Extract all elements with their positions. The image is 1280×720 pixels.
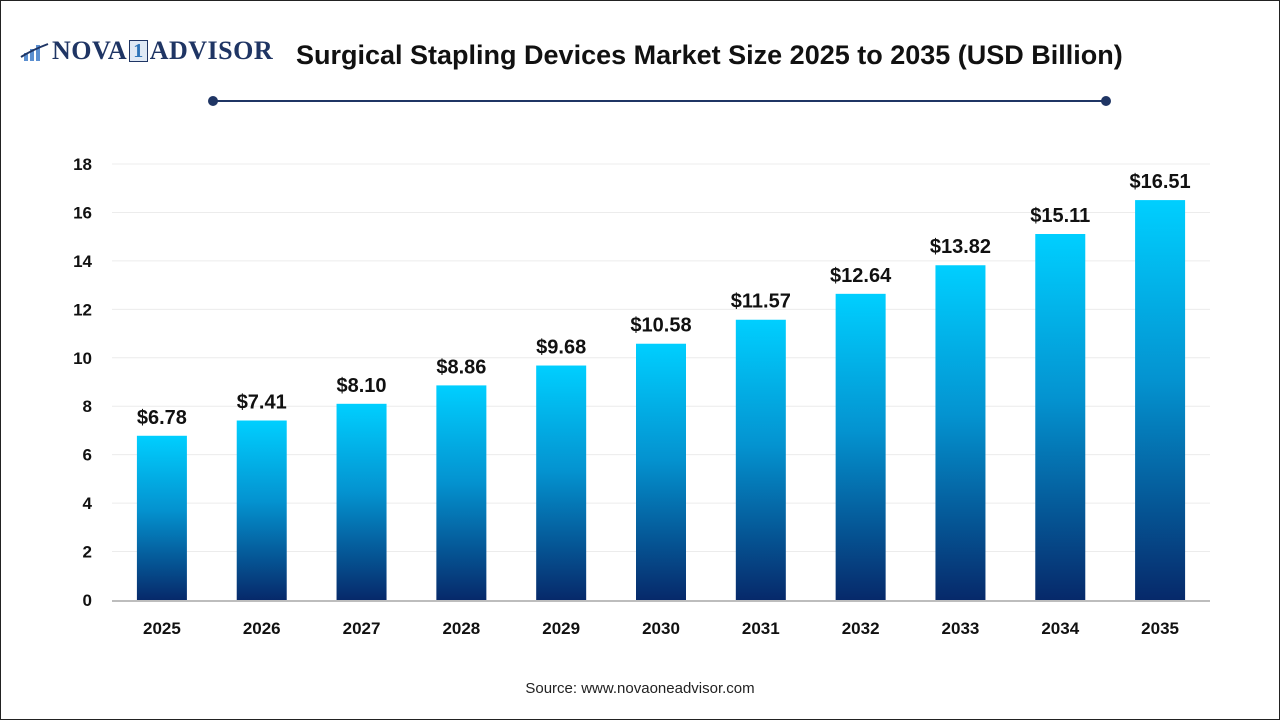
- bar: [536, 365, 587, 600]
- y-tick-label: 6: [83, 446, 92, 465]
- bar: [735, 319, 786, 600]
- y-tick-label: 2: [83, 543, 92, 562]
- bar: [436, 385, 487, 600]
- y-tick-label: 14: [73, 252, 92, 271]
- data-label: $7.41: [237, 392, 287, 414]
- data-label: $15.11: [1030, 205, 1090, 227]
- title-rule: [213, 100, 1106, 102]
- data-label: $6.78: [137, 407, 187, 429]
- source-note: Source: www.novaoneadvisor.com: [525, 680, 755, 697]
- x-tick-label: 2028: [442, 619, 480, 638]
- x-tick-label: 2025: [143, 619, 181, 638]
- y-tick-label: 18: [73, 155, 92, 174]
- data-label: $10.58: [630, 315, 691, 337]
- x-tick-label: 2030: [642, 619, 680, 638]
- data-label: $8.10: [337, 375, 387, 397]
- x-tick-label: 2034: [1041, 619, 1079, 638]
- nova-advisor-logo: NOVA 1 ADVISOR: [20, 36, 273, 66]
- data-label: $16.51: [1130, 171, 1191, 193]
- bar: [136, 435, 187, 600]
- data-label: $11.57: [731, 291, 791, 313]
- bar: [1035, 234, 1086, 600]
- data-label: $8.86: [436, 356, 486, 378]
- bar-chart-logo-icon: [20, 43, 49, 61]
- x-tick-label: 2033: [942, 619, 980, 638]
- data-label: $12.64: [830, 265, 892, 287]
- bar: [236, 420, 287, 600]
- title-rule-dot-right: [1101, 96, 1111, 106]
- logo-text-one: 1: [129, 40, 148, 62]
- bar: [336, 403, 387, 600]
- data-label: $9.68: [536, 337, 586, 359]
- logo-text-advisor: ADVISOR: [149, 36, 274, 65]
- x-tick-label: 2027: [343, 619, 381, 638]
- x-tick-label: 2031: [742, 619, 780, 638]
- bar: [835, 293, 886, 600]
- y-tick-label: 4: [83, 494, 93, 513]
- x-tick-label: 2029: [542, 619, 580, 638]
- chart-title: Surgical Stapling Devices Market Size 20…: [296, 40, 1123, 70]
- data-label: $13.82: [930, 236, 991, 258]
- y-tick-label: 0: [83, 591, 92, 610]
- x-tick-label: 2026: [243, 619, 281, 638]
- y-tick-label: 12: [73, 300, 92, 319]
- x-tick-label: 2032: [842, 619, 880, 638]
- logo-text-nova: NOVA: [52, 36, 128, 65]
- bar: [1135, 200, 1186, 600]
- title-rule-dot-left: [208, 96, 218, 106]
- y-tick-label: 16: [73, 203, 92, 222]
- bar: [636, 343, 686, 600]
- y-tick-label: 10: [73, 349, 92, 368]
- bar: [935, 265, 986, 600]
- y-tick-label: 8: [83, 397, 92, 416]
- x-tick-label: 2035: [1141, 619, 1179, 638]
